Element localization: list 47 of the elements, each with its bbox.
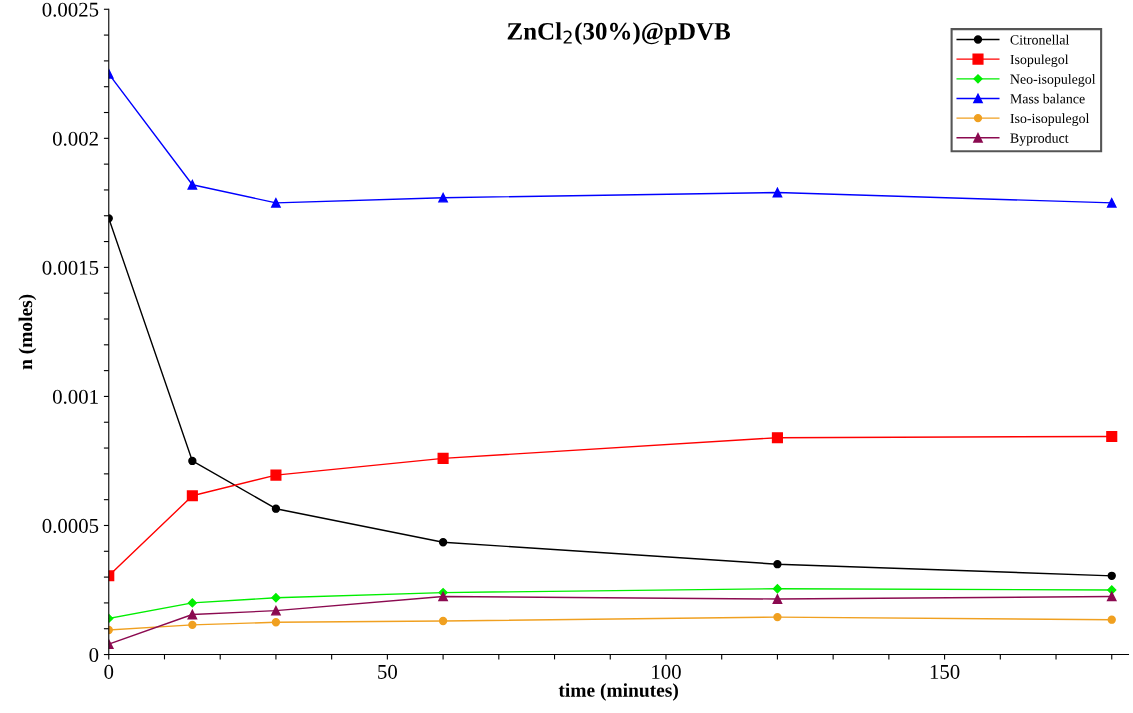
point bbox=[1107, 615, 1116, 624]
y-tick-label: 0.0015 bbox=[42, 260, 99, 275]
legend-label: Mass balance bbox=[1010, 93, 1085, 104]
y-axis-title: n (moles) bbox=[18, 294, 37, 370]
point bbox=[1107, 571, 1116, 580]
point bbox=[186, 490, 198, 502]
point bbox=[1106, 197, 1117, 208]
y-tick-label: 0 bbox=[89, 647, 99, 662]
point bbox=[773, 612, 782, 622]
chart-title: ZnCl$_{2}$(30%)@pDVB bbox=[507, 22, 731, 45]
legend-label: Neo-isopulegol bbox=[1010, 74, 1096, 87]
point bbox=[271, 504, 281, 513]
point bbox=[271, 197, 281, 208]
x-tick-label: 150 bbox=[930, 664, 960, 679]
point bbox=[772, 594, 783, 604]
legend-label: Iso-isopulegol bbox=[1010, 113, 1090, 126]
point bbox=[271, 618, 281, 627]
point bbox=[1106, 591, 1117, 602]
y-tick-label: 0.002 bbox=[52, 131, 98, 146]
point bbox=[271, 605, 281, 616]
point bbox=[1106, 430, 1118, 442]
x-tick-label: 100 bbox=[652, 664, 681, 679]
point bbox=[187, 179, 198, 190]
point bbox=[438, 616, 448, 626]
point bbox=[271, 593, 281, 603]
point bbox=[771, 432, 783, 444]
point bbox=[188, 620, 197, 630]
point bbox=[437, 452, 449, 464]
point bbox=[438, 591, 448, 602]
y-tick-label: 0.0025 bbox=[42, 2, 99, 17]
x-tick-label: 0 bbox=[104, 664, 114, 679]
point bbox=[773, 560, 782, 569]
point bbox=[772, 584, 783, 594]
point bbox=[438, 538, 448, 547]
y-tick-label: 0.001 bbox=[52, 389, 98, 404]
x-tick-label: 50 bbox=[378, 664, 397, 679]
legend-label: Byproduct bbox=[1010, 133, 1069, 146]
point bbox=[270, 469, 282, 481]
point bbox=[438, 192, 448, 203]
point bbox=[188, 456, 197, 466]
legend-label: Citronellal bbox=[1010, 34, 1070, 45]
point bbox=[187, 609, 198, 620]
x-axis-title: time (minutes) bbox=[558, 683, 678, 701]
legend-label: Isopulegol bbox=[1010, 54, 1069, 68]
point bbox=[187, 598, 197, 608]
point bbox=[772, 187, 783, 198]
y-tick-label: 0.0005 bbox=[42, 518, 99, 534]
